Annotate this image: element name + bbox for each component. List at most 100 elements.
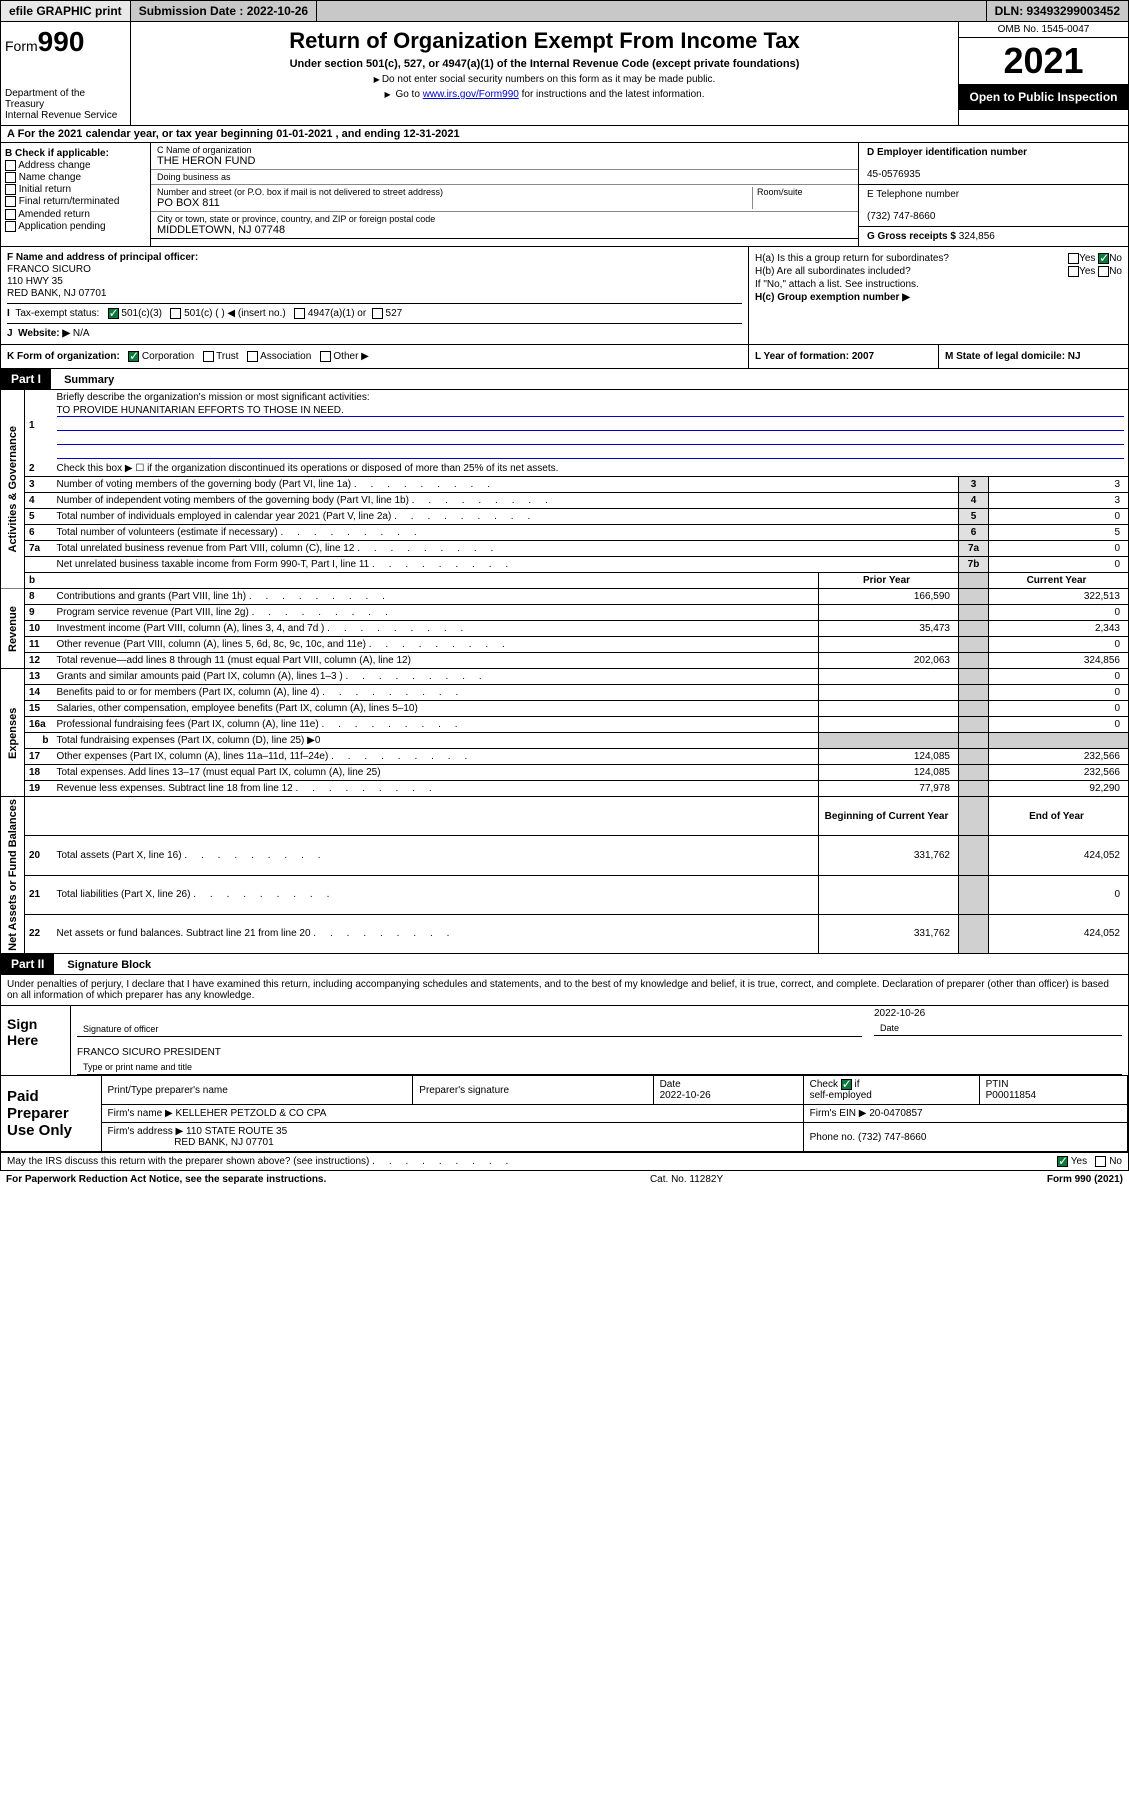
block-f-h: F Name and address of principal officer:… [0, 247, 1129, 345]
form-subtitle: Under section 501(c), 527, or 4947(a)(1)… [137, 58, 952, 70]
line-6: 6Total number of volunteers (estimate if… [1, 525, 1129, 541]
name-title-label: Type or print name and title [77, 1060, 1122, 1075]
firm-ein: Firm's EIN ▶ 20-0470857 [803, 1105, 1127, 1123]
h-a-group-return: H(a) Is this a group return for subordin… [755, 253, 1122, 264]
tax-year: 2021 [959, 38, 1128, 84]
h-c-exemption: H(c) Group exemption number ▶ [755, 292, 1122, 303]
col-h-group: H(a) Is this a group return for subordin… [748, 247, 1128, 344]
check-4947[interactable] [294, 308, 305, 319]
form990-link[interactable]: www.irs.gov/Form990 [423, 89, 519, 100]
check-other[interactable] [320, 351, 331, 362]
part1-header-row: Part I Summary [0, 369, 1129, 390]
street-address: PO BOX 811 [157, 197, 752, 209]
paperwork-footer: For Paperwork Reduction Act Notice, see … [0, 1171, 1129, 1188]
line-15: 15Salaries, other compensation, employee… [1, 701, 1129, 717]
hb-no[interactable] [1098, 266, 1109, 277]
form-header: Form990 Department of the Treasury Inter… [0, 22, 1129, 126]
sig-date-label: Date [874, 1021, 1122, 1036]
line-16b: bTotal fundraising expenses (Part IX, co… [1, 733, 1129, 749]
perjury-declaration: Under penalties of perjury, I declare th… [1, 975, 1128, 1005]
line-12: 12Total revenue—add lines 8 through 11 (… [1, 653, 1129, 669]
h-b-subordinates: H(b) Are all subordinates included? Yes … [755, 266, 1122, 277]
sig-date-value: 2022-10-26 [868, 1006, 1128, 1021]
part2-title: Signature Block [57, 956, 161, 974]
officer-name: FRANCO SICURO [7, 264, 742, 275]
dba-row: Doing business as [151, 170, 858, 185]
line-18: 18Total expenses. Add lines 13–17 (must … [1, 765, 1129, 781]
summary-table: Activities & Governance 1 Briefly descri… [0, 390, 1129, 954]
check-amended-return[interactable]: Amended return [5, 209, 146, 220]
irs-label: Internal Revenue Service [5, 110, 126, 121]
line-3: 3Number of voting members of the governi… [1, 477, 1129, 493]
submission-date: Submission Date : 2022-10-26 [131, 1, 317, 21]
prep-sig-hdr: Preparer's signature [413, 1076, 653, 1105]
check-name-change[interactable]: Name change [5, 172, 146, 183]
efile-print-button[interactable]: efile GRAPHIC print [1, 1, 131, 21]
check-501c[interactable] [170, 308, 181, 319]
line-20: 20Total assets (Part X, line 16)331,7624… [1, 836, 1129, 875]
mission-text: TO PROVIDE HUNANITARIAN EFFORTS TO THOSE… [57, 403, 1125, 417]
col-headers-rev: bPrior YearCurrent Year [1, 573, 1129, 589]
line-10: 10Investment income (Part VIII, column (… [1, 621, 1129, 637]
row-a-tax-year: A For the 2021 calendar year, or tax yea… [0, 126, 1129, 143]
line2-discontinued: Check this box ▶ ☐ if the organization d… [53, 461, 1129, 477]
cat-no: Cat. No. 11282Y [650, 1174, 723, 1185]
omb-number: OMB No. 1545-0047 [959, 22, 1128, 38]
street-row: Number and street (or P.O. box if mail i… [151, 185, 858, 212]
line-17: 17Other expenses (Part IX, column (A), l… [1, 749, 1129, 765]
check-527[interactable] [372, 308, 383, 319]
line-7a: 7aTotal unrelated business revenue from … [1, 541, 1129, 557]
side-revenue: Revenue [1, 589, 25, 669]
efile-top-bar: efile GRAPHIC print Submission Date : 20… [0, 0, 1129, 22]
line-16a: 16aProfessional fundraising fees (Part I… [1, 717, 1129, 733]
form-no-footer: Form 990 (2021) [1047, 1174, 1123, 1185]
line-9: 9Program service revenue (Part VIII, lin… [1, 605, 1129, 621]
check-application-pending[interactable]: Application pending [5, 221, 146, 232]
row-j-website: J Website: ▶ N/A [7, 323, 742, 339]
side-activities-governance: Activities & Governance [1, 390, 25, 589]
check-trust[interactable] [203, 351, 214, 362]
officer-name-title: FRANCO SICURO PRESIDENT [71, 1045, 1128, 1060]
discuss-no[interactable] [1095, 1156, 1106, 1167]
k-form-org: K Form of organization: Corporation Trus… [1, 345, 748, 368]
ein-value: 45-0576935 [867, 169, 920, 180]
firm-address: Firm's address ▶ 110 STATE ROUTE 35 RED … [101, 1123, 803, 1152]
check-association[interactable] [247, 351, 258, 362]
check-initial-return[interactable]: Initial return [5, 184, 146, 195]
discuss-yes[interactable] [1057, 1156, 1068, 1167]
dln-number: DLN: 93493299003452 [986, 1, 1128, 21]
form-title: Return of Organization Exempt From Incom… [137, 28, 952, 54]
line-22: 22Net assets or fund balances. Subtract … [1, 914, 1129, 953]
col-headers-net: Net Assets or Fund Balances Beginning of… [1, 797, 1129, 836]
hb-yes[interactable] [1068, 266, 1079, 277]
check-corporation[interactable] [128, 351, 139, 362]
l-year-formation: L Year of formation: 2007 [748, 345, 938, 368]
m-domicile: M State of legal domicile: NJ [938, 345, 1128, 368]
check-final-return[interactable]: Final return/terminated [5, 196, 146, 207]
instructions-note: Go to www.irs.gov/Form990 for instructio… [137, 89, 952, 100]
col-b-checkboxes: B Check if applicable: Address change Na… [1, 143, 151, 246]
check-address-change[interactable]: Address change [5, 160, 146, 171]
part2-header-row: Part II Signature Block [0, 954, 1129, 975]
col-d-ein-tel: D Employer identification number 45-0576… [858, 143, 1128, 246]
sign-here-row: Sign Here Signature of officer 2022-10-2… [1, 1005, 1128, 1075]
ha-no[interactable] [1098, 253, 1109, 264]
prep-date: Date2022-10-26 [653, 1076, 803, 1105]
sign-here-label: Sign Here [1, 1006, 71, 1075]
dept-treasury: Department of the Treasury [5, 88, 126, 110]
check-self-employed[interactable] [841, 1079, 852, 1090]
signature-officer-field[interactable]: Signature of officer [77, 1022, 862, 1037]
signature-block: Under penalties of perjury, I declare th… [0, 975, 1129, 1171]
ha-yes[interactable] [1068, 253, 1079, 264]
city-state-zip: MIDDLETOWN, NJ 07748 [157, 224, 852, 236]
check-501c3[interactable] [108, 308, 119, 319]
prep-self-employed: Check ifself-employed [803, 1076, 979, 1105]
line-14: 14Benefits paid to or for members (Part … [1, 685, 1129, 701]
officer-city: RED BANK, NJ 07701 [7, 288, 742, 299]
firm-name: Firm's name ▶ KELLEHER PETZOLD & CO CPA [101, 1105, 803, 1123]
firm-phone: Phone no. (732) 747-8660 [803, 1123, 1127, 1152]
line-7b: Net unrelated business taxable income fr… [1, 557, 1129, 573]
block-bcd: B Check if applicable: Address change Na… [0, 143, 1129, 247]
line-11: 11Other revenue (Part VIII, column (A), … [1, 637, 1129, 653]
form-number: Form990 [5, 26, 126, 58]
